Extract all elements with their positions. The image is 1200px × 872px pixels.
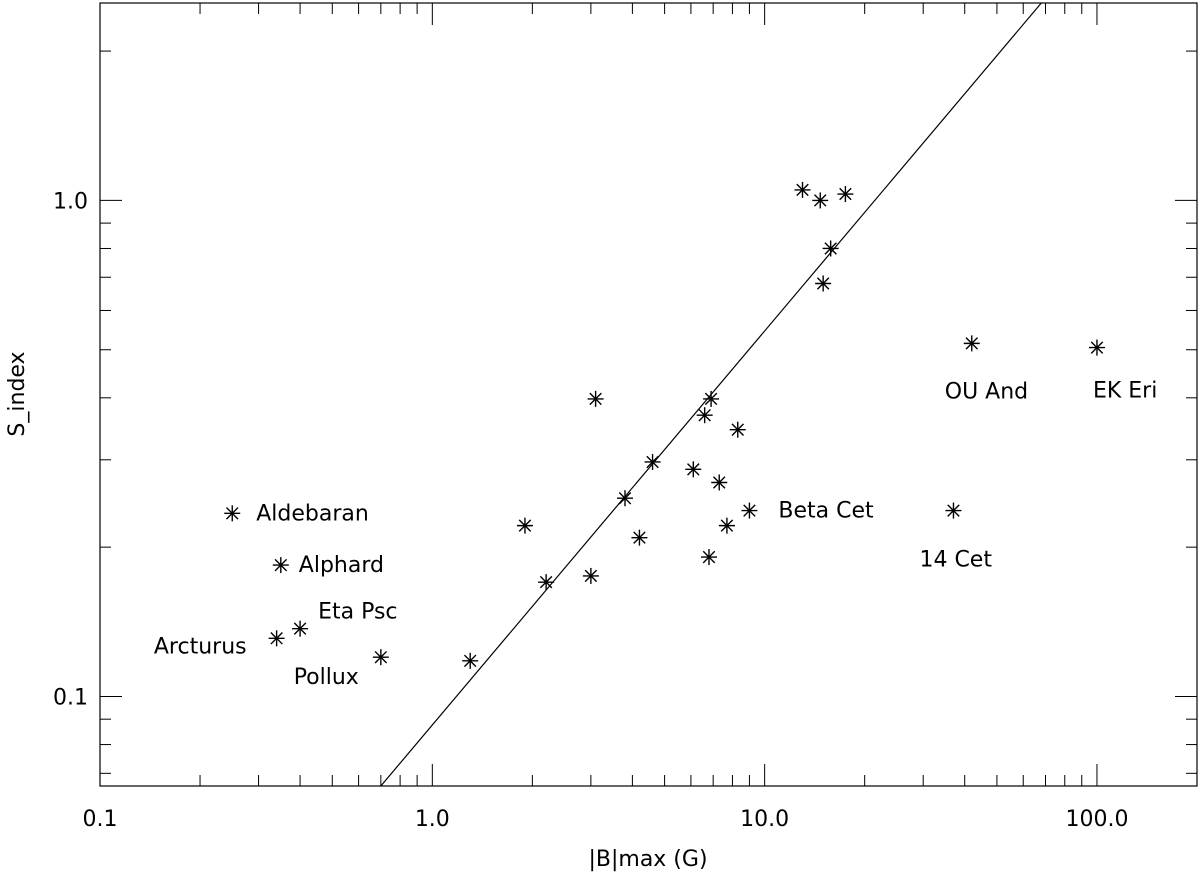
data-point-marker [696,407,713,424]
point-label: 14 Cet [919,548,992,573]
x-tick-label: 10.0 [740,807,789,832]
data-point-marker [1088,339,1105,356]
point-label: EK Eri [1093,379,1157,404]
data-point-marker [538,574,555,591]
data-point-marker [516,517,533,534]
data-point-marker [292,620,309,637]
data-point-marker [631,529,648,546]
x-tick-label: 100.0 [1065,807,1128,832]
y-axis-title: S_index [5,351,30,436]
data-point-marker [794,181,811,198]
data-point-marker [703,390,720,407]
y-tick-label: 0.1 [53,685,88,710]
data-point-marker [729,421,746,438]
plot-frame [99,2,1198,787]
data-points [224,181,1105,669]
data-point-marker [741,502,758,519]
data-point-marker [812,192,829,209]
x-tick-label: 0.1 [83,807,118,832]
data-point-marker [700,549,717,566]
point-label: Arcturus [154,634,247,659]
data-point-marker [587,390,604,407]
data-point-marker [372,649,389,666]
data-point-marker [718,517,735,534]
point-label: Alphard [299,553,384,578]
data-point-marker [963,335,980,352]
data-point-marker [272,557,289,574]
data-point-marker [711,474,728,491]
x-tick-label: 1.0 [415,807,450,832]
data-point-marker [685,461,702,478]
x-axis-title: |B|max (G) [588,847,707,872]
point-label: OU And [945,379,1028,404]
data-point-marker [582,567,599,584]
axis-ticks [99,3,1198,786]
point-label: Beta Cet [778,499,874,524]
data-point-marker [644,453,661,470]
point-label: Pollux [294,665,359,690]
y-tick-label: 1.0 [53,189,88,214]
data-point-marker [224,505,241,522]
data-point-marker [268,630,285,647]
point-label: Eta Psc [318,600,397,625]
data-point-marker [815,275,832,292]
data-point-marker [462,652,479,669]
point-labels: Aldebaran Alphard Eta Psc Arcturus Pollux Bet… [154,379,1157,691]
data-point-marker [837,186,854,203]
data-point-marker [616,490,633,507]
point-label: Aldebaran [256,501,369,526]
tick-labels: 0.1 1.0 10.0 100.0 0.1 1.0 [53,189,1128,832]
data-point-marker [822,240,839,257]
data-point-marker [945,502,962,519]
